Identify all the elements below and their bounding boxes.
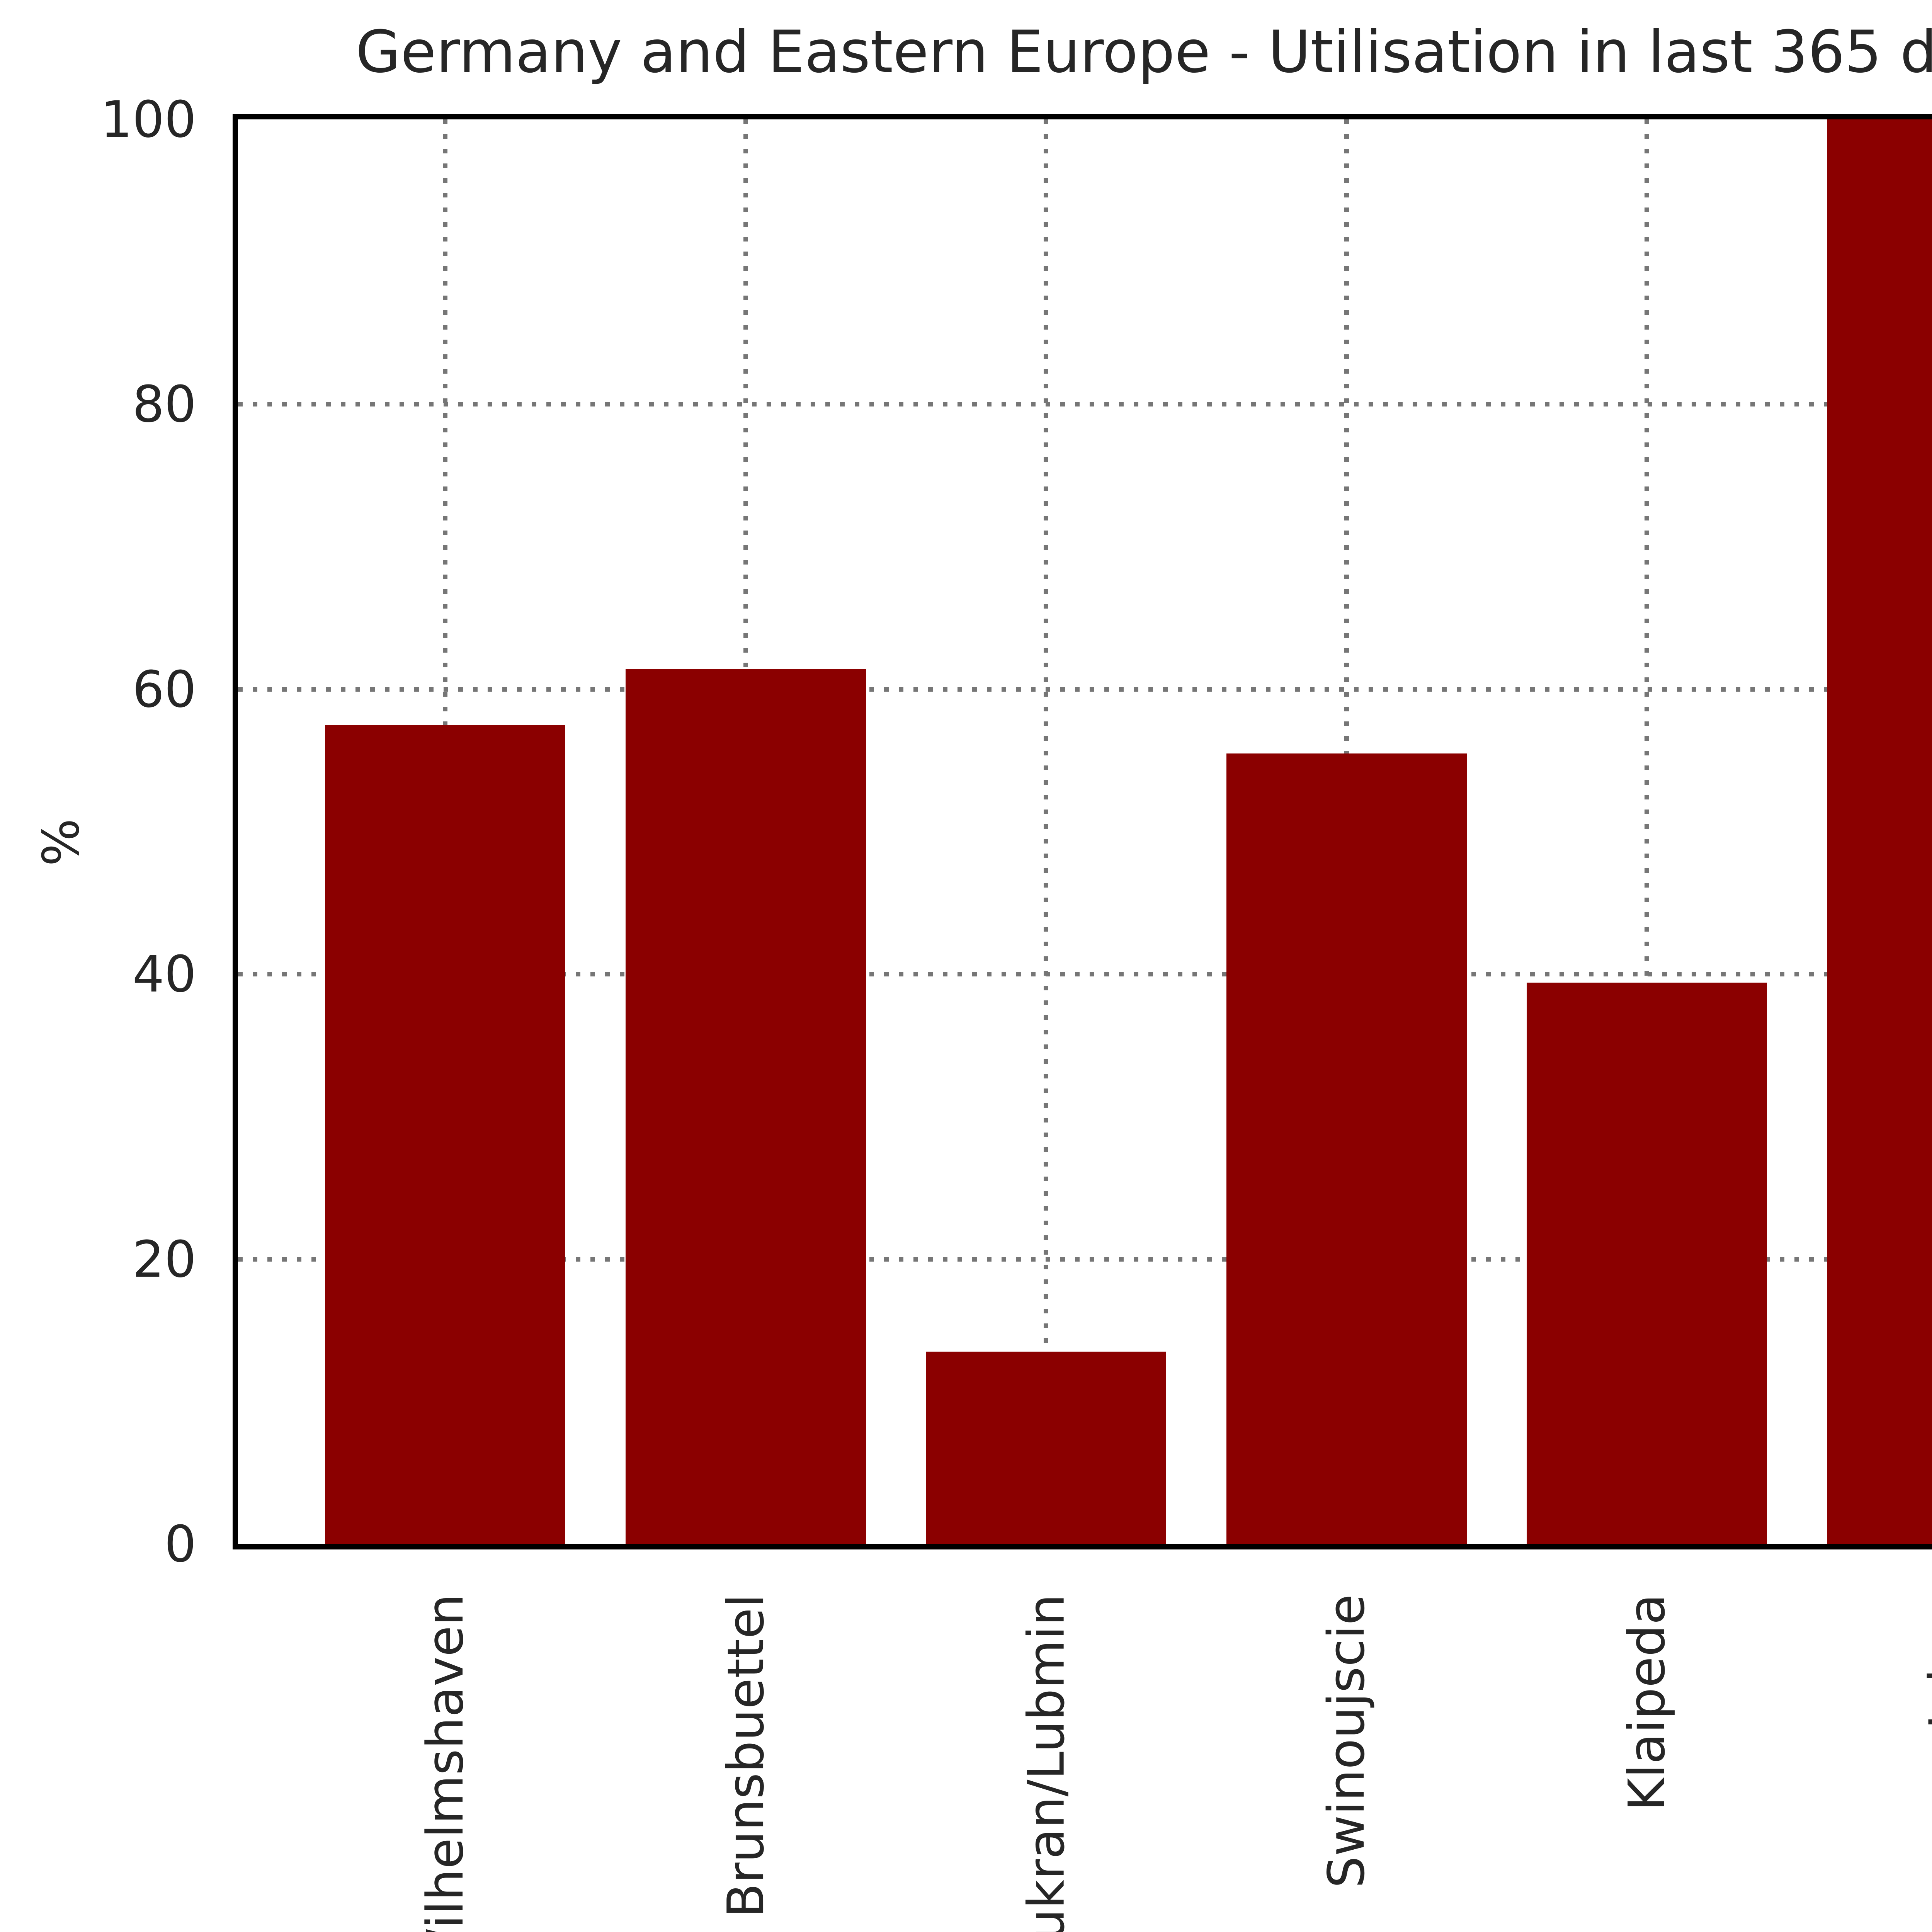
y-axis-label: % — [32, 818, 90, 866]
bar — [1827, 119, 1932, 1544]
y-tick-label: 80 — [132, 375, 196, 434]
bar — [1226, 753, 1467, 1544]
plot-area — [233, 114, 1932, 1549]
x-tick-label: Klaipeda — [1617, 1594, 1677, 1811]
y-tick-label: 60 — [132, 660, 196, 719]
x-tick-label: Brunsbuettel — [716, 1594, 775, 1918]
h-gridline — [238, 402, 1932, 407]
bar — [325, 724, 566, 1544]
y-tick-label: 0 — [164, 1515, 196, 1573]
x-tick-label: Wilhelmshaven — [416, 1594, 475, 1932]
x-tick-label: Inkoo — [1918, 1594, 1932, 1730]
bar — [1527, 983, 1767, 1544]
x-tick-label: Mukran/Lubmin — [1017, 1594, 1076, 1932]
bars — [238, 119, 1932, 1544]
chart-title: Germany and Eastern Europe - Utilisation… — [355, 19, 1932, 86]
x-tick-label: Swinoujscie — [1317, 1594, 1376, 1888]
bar — [625, 669, 866, 1544]
y-tick-label: 100 — [100, 90, 196, 149]
y-tick-label: 20 — [132, 1230, 196, 1289]
v-gridline — [1044, 119, 1049, 1544]
y-tick-label: 40 — [132, 945, 196, 1004]
bar — [926, 1352, 1167, 1544]
